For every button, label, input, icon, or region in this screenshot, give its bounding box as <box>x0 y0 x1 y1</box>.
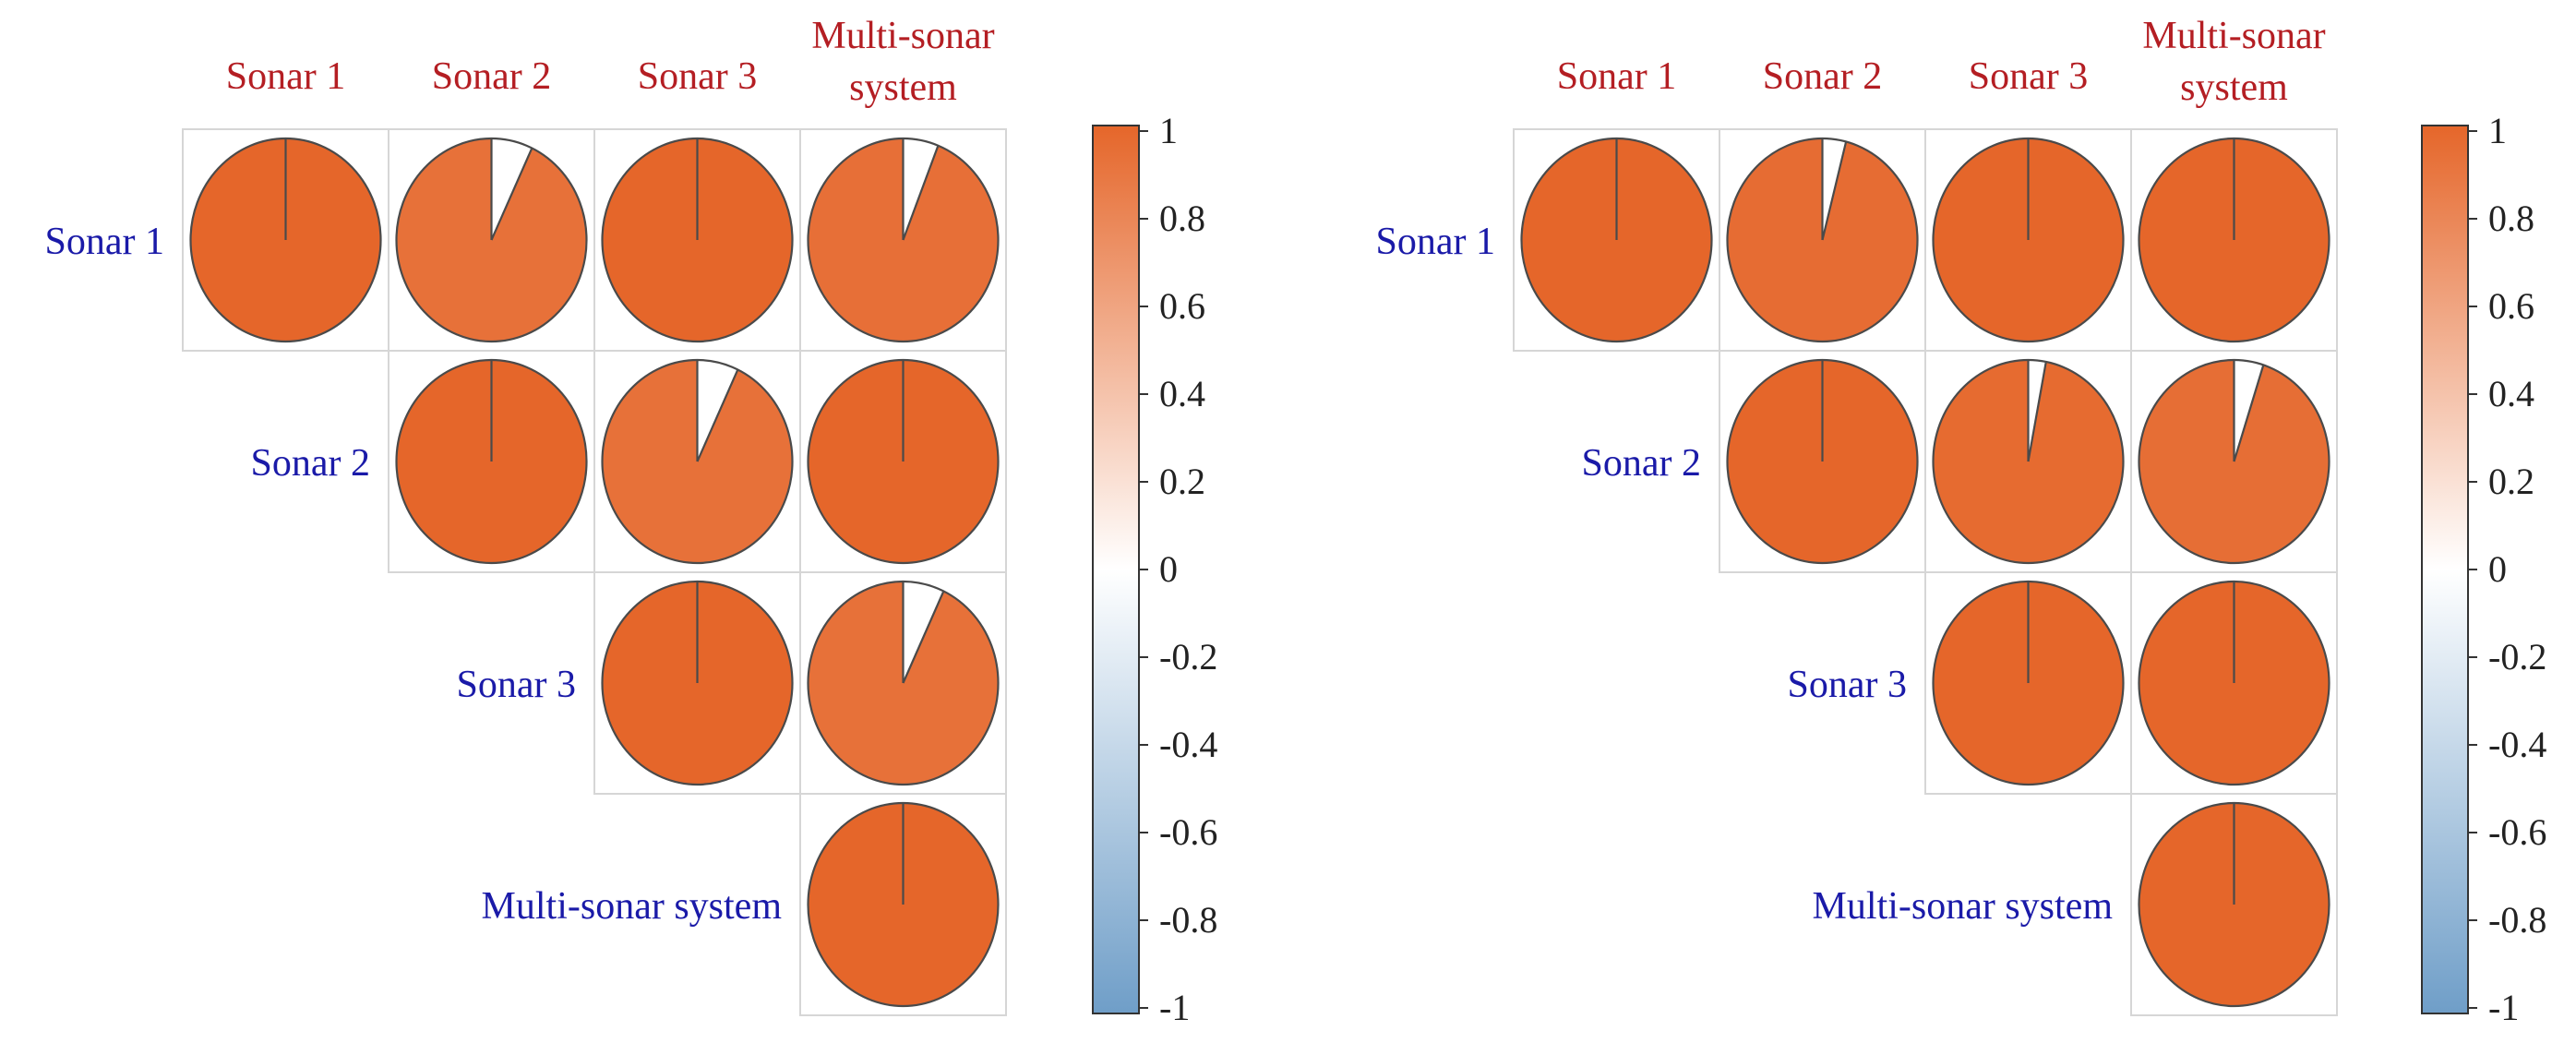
column-label: Sonar 3 <box>638 55 758 98</box>
colorbar-tick-label: 0.8 <box>2488 198 2534 239</box>
pie-slice-edge <box>490 148 533 241</box>
colorbar-tick-label: -0.8 <box>1159 899 1217 941</box>
pie-slice-edge <box>2027 361 2047 462</box>
row-label: Sonar 2 <box>1582 442 1702 485</box>
colorbar <box>1092 125 1140 1014</box>
column-label: system <box>849 66 957 109</box>
colorbar-tick-label: -0.8 <box>2488 899 2546 941</box>
colorbar-tick-label: -0.6 <box>1159 811 1217 853</box>
column-label: Multi-sonar <box>2142 15 2325 57</box>
colorbar-tick-label: -0.4 <box>1159 724 1217 765</box>
colorbar-tick-label: 0.4 <box>2488 373 2534 414</box>
correlation-cell <box>799 793 1007 1016</box>
colorbar-tick-label: -0.6 <box>2488 811 2546 853</box>
column-label: Sonar 1 <box>226 55 346 98</box>
colorbar-tick-label: 1 <box>1159 110 1178 151</box>
pie-slice-edge <box>2233 365 2265 462</box>
colorbar-tick-label: 0.2 <box>1159 461 1205 502</box>
colorbar-tick-label: 0.6 <box>2488 285 2534 327</box>
column-label: Sonar 2 <box>1763 55 1883 98</box>
column-label: Sonar 2 <box>432 55 552 98</box>
row-label: Sonar 3 <box>457 664 577 706</box>
pie-slice-edge <box>902 591 945 684</box>
colorbar-tick-label: -1 <box>1159 987 1190 1028</box>
row-label: Sonar 2 <box>251 442 371 485</box>
column-label: Sonar 1 <box>1557 55 1677 98</box>
colorbar-tick-label: 1 <box>2488 110 2507 151</box>
colorbar <box>2421 125 2469 1014</box>
pie-slice-edge <box>1821 141 1848 241</box>
correlation-cell <box>2130 793 2338 1016</box>
colorbar-tick-label: 0.4 <box>1159 373 1205 414</box>
colorbar-tick-label: -0.4 <box>2488 724 2546 765</box>
colorbar-tick-label: -0.2 <box>1159 636 1217 677</box>
colorbar-tick-label: -0.2 <box>2488 636 2546 677</box>
row-label: Sonar 3 <box>1788 664 1908 706</box>
row-label: Sonar 1 <box>1376 221 1496 263</box>
left-correlogram-panel: Sonar 1 Sonar 2 Sonar 3 Multi-sonar system So… <box>45 15 1218 1028</box>
right-correlogram-panel: Sonar 1 Sonar 2 Sonar 3 Multi-sonar system So… <box>1376 15 2547 1028</box>
colorbar-tick-label: 0.2 <box>2488 461 2534 502</box>
pie-slice-edge <box>696 369 739 462</box>
colorbar-tick-label: 0 <box>1159 548 1178 590</box>
colorbar-tick-label: -1 <box>2488 987 2519 1028</box>
pie-slice-edge <box>902 145 940 241</box>
colorbar-tick-label: 0.6 <box>1159 285 1205 327</box>
colorbar-tick-label: 0.8 <box>1159 198 1205 239</box>
colorbar-tick-label: 0 <box>2488 548 2507 590</box>
row-label: Multi-sonar system <box>1813 885 2114 928</box>
column-label: Sonar 3 <box>1969 55 2089 98</box>
column-label: system <box>2180 66 2288 109</box>
row-label: Multi-sonar system <box>482 885 783 928</box>
column-label: Multi-sonar <box>811 15 994 57</box>
row-label: Sonar 1 <box>45 221 165 263</box>
